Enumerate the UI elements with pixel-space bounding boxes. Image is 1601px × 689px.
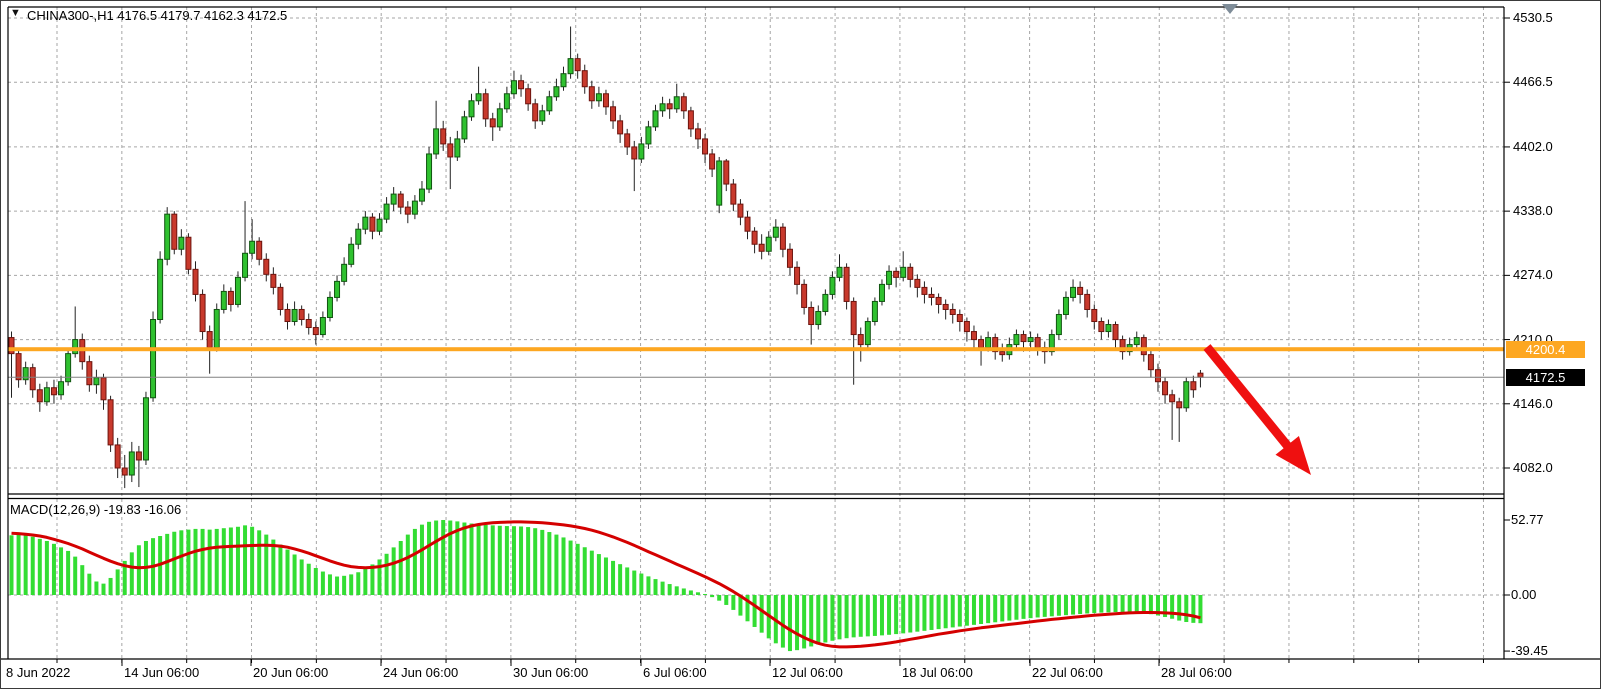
level-line[interactable] xyxy=(8,347,1504,352)
trend-arrow-annotation[interactable] xyxy=(1203,344,1311,475)
macd-signal-line xyxy=(11,520,1201,649)
macd-layer xyxy=(9,519,1203,652)
grid-lines xyxy=(8,7,1504,659)
candles-layer xyxy=(8,26,1204,489)
chart-shift-marker-icon[interactable] xyxy=(1222,4,1238,14)
chart-frame xyxy=(1,6,1600,666)
